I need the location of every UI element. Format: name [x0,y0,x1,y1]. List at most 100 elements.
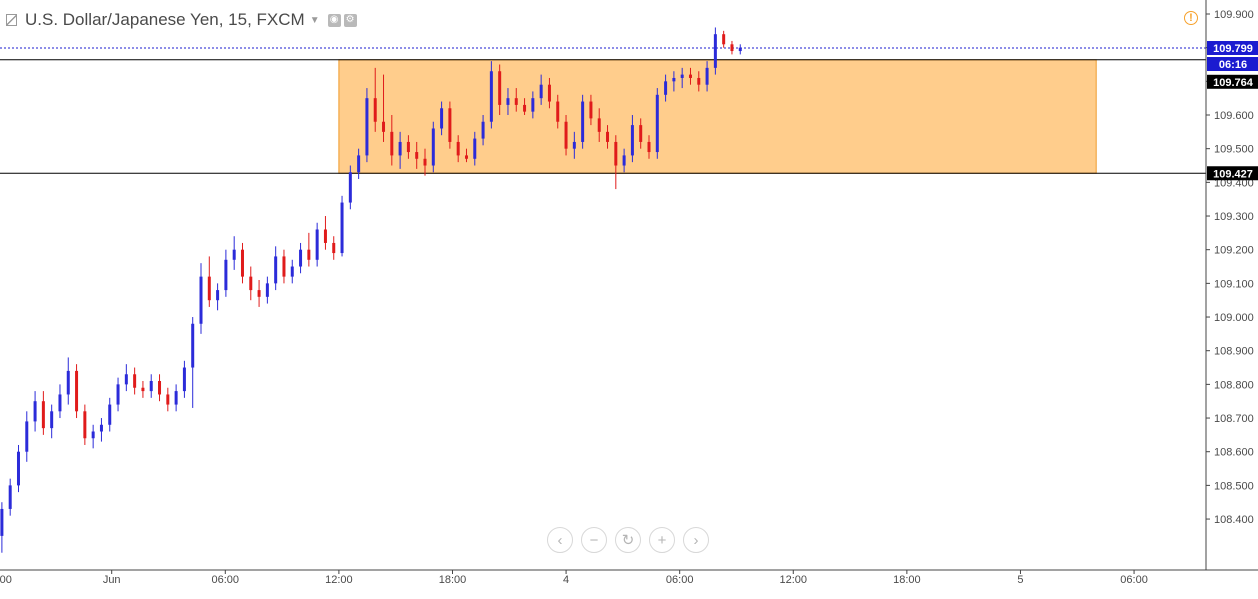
candle-body [265,283,269,297]
candle-body [149,381,153,392]
x-tick-label: 18:00 [439,574,467,586]
candle-body [8,485,12,509]
resistance-label-bg [1207,74,1258,89]
zoom-out-button[interactable]: − [581,527,607,553]
candle-body [191,323,195,368]
candle-body [440,108,444,129]
x-tick-label: 4 [563,574,569,586]
x-tick-label: 12:00 [325,574,353,586]
candle-body [33,401,37,422]
candle-body [539,84,543,99]
candle-body [556,101,560,122]
candle-body [83,411,87,439]
chart-header: U.S. Dollar/Japanese Yen, 15, FXCM ▼ ◉ ⚙ [6,9,360,31]
candle-body [647,141,651,153]
candle-body [332,242,336,254]
range-zone [338,59,1097,174]
candle-body [664,81,668,95]
candle-body [738,47,742,52]
candle-body [141,387,145,392]
zoom-in-button[interactable]: + [649,527,675,553]
scroll-left-button[interactable]: ‹ [547,527,573,553]
candle-body [41,401,45,429]
candle-body [688,74,692,78]
y-tick-label: 108.500 [1214,480,1254,492]
candle-body [133,374,137,388]
candle-body [705,67,709,85]
candle-body [25,421,29,452]
candle-body [481,121,485,139]
candle-body [158,381,162,395]
x-tick-label: 5 [1017,574,1023,586]
collapse-icon[interactable] [6,14,17,26]
warning-icon[interactable]: ! [1184,11,1198,25]
candle-body [614,141,618,166]
candle-body [290,266,294,277]
candle-body [75,370,79,412]
candle-body [730,44,734,52]
candle-body [16,451,20,486]
gear-icon[interactable]: ⚙ [343,13,357,27]
candle-body [348,172,352,203]
candle-body [581,101,585,142]
chevron-left-icon: ‹ [557,531,563,549]
candle-body [406,141,410,153]
candle-body [174,391,178,405]
y-tick-label: 109.400 [1214,177,1254,189]
candle-body [249,276,253,291]
candle-body [315,229,319,260]
candle-body [415,152,419,159]
y-tick-label: 109.900 [1214,9,1254,21]
candle-body [722,34,726,45]
chart-title: U.S. Dollar/Japanese Yen, 15, FXCM [25,10,305,29]
candle-body [365,98,369,156]
candle-body [282,256,286,277]
y-tick-label: 109.000 [1214,312,1254,324]
candle-body [630,125,634,156]
candle-body [240,249,244,277]
candle-body [382,121,386,132]
candle-body [66,370,70,395]
candle-body [431,128,435,166]
current-price-label-bg [1207,41,1258,56]
chart-navigation: ‹ − ↻ + › [547,527,711,553]
y-tick-label: 109.300 [1214,211,1254,223]
y-tick-label: 108.600 [1214,447,1254,459]
candle-body [50,411,54,429]
current-price-label: 109.799 [1213,43,1253,55]
candle-body [232,249,236,260]
support-label: 109.427 [1213,168,1253,180]
candle-body [639,125,643,142]
minus-icon: − [589,531,599,549]
candle-body [589,101,593,119]
candle-body [274,256,278,284]
y-tick-label: 108.700 [1214,413,1254,425]
scroll-right-button[interactable]: › [683,527,709,553]
x-tick-label: Jun [103,574,121,586]
candle-body [207,276,211,301]
candle-body [224,259,228,291]
candle-body [713,34,717,68]
candle-body [622,155,626,166]
x-tick-label: 12:00 [780,574,808,586]
y-tick-label: 109.600 [1214,110,1254,122]
candle-body [0,508,4,536]
candle-body [506,98,510,105]
candle-body [697,77,701,85]
candle-body [489,71,493,122]
eye-icon[interactable]: ◉ [327,13,341,27]
candle-body [58,394,62,412]
y-tick-label: 108.400 [1214,514,1254,526]
y-tick-label: 109.500 [1214,144,1254,156]
candle-body [323,229,327,243]
candle-body [655,94,659,153]
chevron-down-icon[interactable]: ▼ [309,14,320,26]
candle-body [597,118,601,132]
reset-button[interactable]: ↻ [615,527,641,553]
support-label-bg [1207,166,1258,181]
candle-body [373,98,377,122]
candle-body [572,141,576,149]
y-tick-label: 108.900 [1214,346,1254,358]
